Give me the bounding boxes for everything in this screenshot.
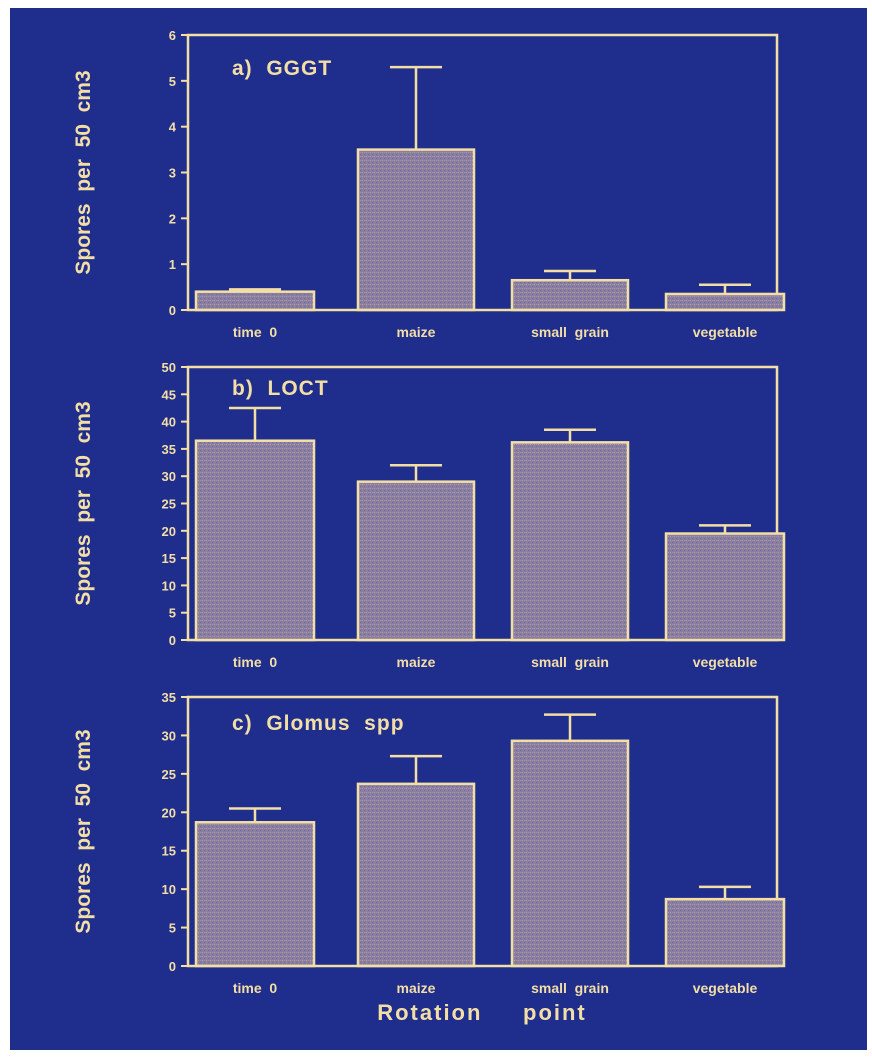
bar-0 [194, 439, 316, 642]
y-tick-label: 35 [162, 690, 176, 705]
y-tick-label: 20 [162, 524, 176, 539]
y-tick-label: 30 [162, 469, 176, 484]
chart-panel-2: 0 5 10 15 20 25 30 35 time 0 maize small grain vege… [72, 690, 786, 996]
x-tick-label: vegetable [693, 324, 758, 340]
y-tick-label: 25 [162, 497, 176, 512]
bar-2 [510, 278, 630, 312]
x-tick-label: maize [397, 324, 436, 340]
bar-0 [194, 821, 316, 968]
y-tick-label: 6 [169, 28, 176, 43]
panel-title: a) GGGT [232, 57, 332, 80]
y-tick-label: 5 [169, 606, 176, 621]
x-tick-label: small grain [531, 654, 609, 670]
y-tick-label: 50 [162, 360, 176, 375]
y-tick-label: 10 [162, 578, 176, 593]
panel-title: b) LOCT [232, 377, 329, 400]
x-tick-label: maize [397, 980, 436, 996]
y-tick-label: 30 [162, 728, 176, 743]
y-tick-label: 0 [169, 303, 176, 318]
y-tick-label: 4 [169, 120, 177, 135]
y-axis-title: Spores per 50 cm3 [72, 729, 95, 933]
y-tick-label: 40 [162, 415, 176, 430]
bar-1 [356, 782, 476, 968]
bar-2 [510, 739, 630, 968]
x-tick-label: vegetable [693, 654, 758, 670]
x-tick-label: time 0 [233, 654, 278, 670]
chart-panel-0: 0 1 2 3 4 5 6 time 0 maize small grain vegetable a)… [72, 28, 786, 340]
y-tick-label: 15 [162, 844, 176, 859]
y-axis-title: Spores per 50 cm3 [72, 70, 95, 274]
y-tick-label: 35 [162, 442, 176, 457]
y-tick-label: 3 [169, 166, 176, 181]
y-tick-label: 45 [162, 387, 176, 402]
x-tick-label: time 0 [233, 324, 278, 340]
x-axis-title: Rotation point [377, 1000, 587, 1025]
bar-3 [664, 532, 786, 642]
y-axis-title: Spores per 50 cm3 [72, 401, 95, 605]
chart-panel-1: 0 5 10 15 20 25 30 35 40 45 50 time 0 maize small gra… [72, 360, 786, 670]
bar-2 [510, 441, 630, 642]
plot-frame [186, 695, 779, 968]
y-tick-label: 1 [169, 257, 176, 272]
bar-1 [356, 148, 476, 312]
x-tick-label: maize [397, 654, 436, 670]
y-tick-label: 0 [169, 633, 176, 648]
y-tick-label: 25 [162, 767, 176, 782]
x-tick-label: time 0 [233, 980, 278, 996]
bar-3 [664, 292, 786, 312]
y-tick-label: 10 [162, 882, 176, 897]
panel-title: c) Glomus spp [232, 712, 405, 735]
bar-0 [194, 290, 316, 312]
y-tick-label: 5 [169, 921, 176, 936]
y-tick-label: 0 [169, 959, 176, 974]
y-tick-label: 15 [162, 551, 176, 566]
y-tick-label: 20 [162, 805, 176, 820]
bar-1 [356, 480, 476, 642]
x-tick-label: small grain [531, 980, 609, 996]
chart-slide: 0 1 2 3 4 5 6 time 0 maize small grain vegetable a)… [10, 8, 867, 1050]
y-tick-label: 2 [169, 211, 176, 226]
x-tick-label: vegetable [693, 980, 758, 996]
y-tick-label: 5 [169, 74, 176, 89]
x-tick-label: small grain [531, 324, 609, 340]
bar-3 [664, 897, 786, 968]
